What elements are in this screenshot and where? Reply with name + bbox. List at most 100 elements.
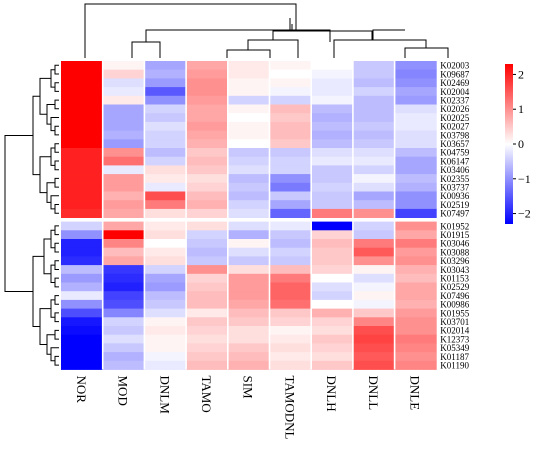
heatmap-cell [186, 317, 229, 327]
heatmap-cell [61, 265, 104, 275]
heatmap-cell [311, 360, 354, 370]
heatmap-cell [311, 299, 354, 309]
heatmap-cell [102, 191, 145, 201]
heatmap-cell [144, 273, 187, 283]
heatmap-cell [186, 352, 229, 362]
dendrogram-branch [39, 308, 51, 345]
dendrogram-branch [50, 229, 55, 249]
heatmap-cell [352, 148, 395, 158]
heatmap-cell [102, 273, 145, 283]
heatmap-cell [144, 165, 187, 175]
dendrogram-branch [54, 160, 59, 171]
heatmap-cell [61, 282, 104, 292]
heatmap-cell [394, 191, 437, 201]
heatmap-cell [144, 78, 187, 88]
heatmap-cell [144, 326, 187, 336]
heatmap-cells [61, 61, 437, 370]
heatmap-cell [269, 352, 312, 362]
heatmap-cell [352, 78, 395, 88]
dendrogram-branch [54, 64, 59, 75]
heatmap-cell [61, 299, 104, 309]
heatmap-cell [227, 130, 270, 140]
heatmap-cell [352, 156, 395, 166]
heatmap-cell [227, 317, 270, 327]
heatmap-cell [144, 360, 187, 370]
heatmap-cell [269, 69, 312, 79]
heatmap-cell [352, 113, 395, 123]
heatmap-cell [144, 239, 187, 249]
heatmap-cell [394, 343, 437, 353]
heatmap-cell [227, 200, 270, 210]
heatmap-cell [269, 156, 312, 166]
heatmap-cell [186, 291, 229, 301]
heatmap-cell [61, 78, 104, 88]
heatmap-cell [394, 239, 437, 249]
heatmap-cell [311, 343, 354, 353]
row-label: K03406 [440, 165, 469, 175]
row-label: K03701 [440, 317, 469, 327]
heatmap-cell [269, 130, 312, 140]
heatmap-cell [227, 239, 270, 249]
row-label: K02027 [440, 122, 469, 132]
heatmap-cell [144, 148, 187, 158]
row-label: K02469 [440, 78, 469, 88]
heatmap-cell [144, 291, 187, 301]
heatmap-cell [311, 182, 354, 192]
heatmap-cell [144, 191, 187, 201]
heatmap-cell [269, 299, 312, 309]
heatmap-cell [269, 139, 312, 149]
heatmap-cell [394, 208, 437, 218]
heatmap-cell [352, 308, 395, 318]
heatmap-cell [269, 78, 312, 88]
colorbar-tick-label: −2 [518, 207, 531, 221]
heatmap-cell [144, 317, 187, 327]
heatmap-cell [61, 334, 104, 344]
heatmap-cell [269, 334, 312, 344]
column-label: TAMODNL [282, 376, 297, 440]
heatmap-cell [144, 113, 187, 123]
heatmap-cell [102, 139, 145, 149]
row-label: K02003 [440, 61, 469, 71]
heatmap-cell [352, 273, 395, 283]
row-label: K03296 [440, 256, 469, 266]
heatmap-cell [269, 87, 312, 97]
heatmap-cell [102, 200, 145, 210]
heatmap-cell [102, 78, 145, 88]
heatmap-cell [61, 139, 104, 149]
row-label: K03737 [440, 183, 469, 193]
heatmap-cell [352, 95, 395, 105]
heatmap-cell [269, 121, 312, 131]
row-label: K03798 [440, 130, 469, 140]
heatmap-cell [186, 334, 229, 344]
heatmap-cell [186, 165, 229, 175]
row-label: K07497 [440, 209, 469, 219]
heatmap-cell [227, 265, 270, 275]
heatmap-cell [269, 256, 312, 266]
heatmap-cell [144, 87, 187, 97]
colorbar-tick-label: 1 [518, 102, 524, 116]
heatmap-cell [311, 230, 354, 240]
heatmap-cell [144, 200, 187, 210]
heatmap-cell [186, 87, 229, 97]
heatmap-cell [311, 156, 354, 166]
heatmap-cell [352, 221, 395, 231]
heatmap-cell [61, 61, 104, 71]
heatmap-cell [311, 78, 354, 88]
heatmap-cell [352, 247, 395, 257]
dendrogram-branch [32, 95, 40, 176]
heatmap-cell [394, 78, 437, 88]
row-label: K01153 [440, 274, 469, 284]
heatmap-cell [394, 156, 437, 166]
heatmap-cell [61, 113, 104, 123]
heatmap-cell [311, 69, 354, 79]
row-label: K01190 [440, 361, 469, 371]
heatmap-cell [186, 182, 229, 192]
dendrogram-branch [39, 77, 51, 115]
heatmap-cell [227, 247, 270, 257]
dendrogram-root [4, 135, 33, 292]
heatmap-cell [394, 317, 437, 327]
heatmap-cell [311, 95, 354, 105]
heatmap-cell [394, 165, 437, 175]
heatmap-cell [311, 291, 354, 301]
